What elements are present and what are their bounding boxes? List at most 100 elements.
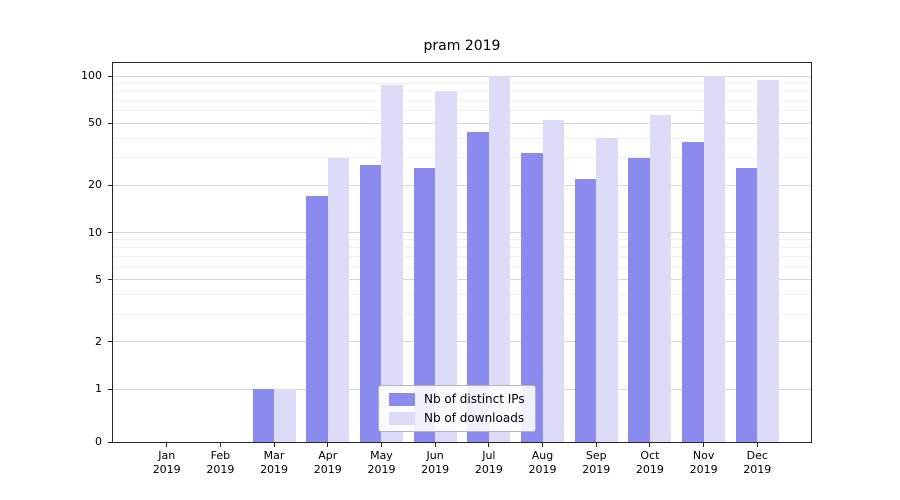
bar-downloads bbox=[381, 84, 403, 442]
x-tick-month: Aug bbox=[531, 449, 554, 462]
minor-gridline bbox=[113, 82, 811, 84]
legend-swatch-downloads bbox=[389, 411, 415, 425]
y-tick-label: 50 bbox=[88, 116, 102, 130]
y-tick-label: 5 bbox=[95, 272, 102, 286]
x-tick-month: Dec bbox=[746, 449, 768, 462]
bar-downloads bbox=[596, 138, 618, 442]
x-tick-year: 2019 bbox=[635, 463, 664, 476]
bar-distinct-ips bbox=[521, 153, 543, 442]
y-tick-label: 2 bbox=[95, 334, 102, 348]
minor-gridline bbox=[113, 266, 811, 268]
legend-label-downloads: Nb of downloads bbox=[424, 411, 525, 425]
x-tick-label: Aug 2019 bbox=[513, 449, 573, 477]
y-tick-label: 1 bbox=[95, 382, 102, 395]
x-tick-mark bbox=[327, 443, 329, 447]
bar-downloads bbox=[327, 157, 350, 442]
y-tick-mark bbox=[108, 184, 112, 186]
x-tick-year: 2019 bbox=[313, 463, 342, 476]
major-gridline bbox=[113, 341, 811, 343]
x-tick-label: Mar 2019 bbox=[244, 449, 304, 477]
minor-gridline bbox=[113, 137, 811, 139]
bar-distinct-ips bbox=[628, 157, 650, 442]
legend-item-downloads: Nb of downloads bbox=[389, 411, 525, 425]
x-tick-label: Nov 2019 bbox=[674, 449, 734, 477]
x-tick-label: Feb 2019 bbox=[190, 449, 250, 477]
major-gridline bbox=[113, 122, 811, 124]
bar-distinct-ips bbox=[359, 165, 382, 442]
x-tick-month: Mar bbox=[263, 449, 285, 462]
x-tick-label: Apr 2019 bbox=[298, 449, 358, 477]
x-tick-year: 2019 bbox=[367, 463, 396, 476]
y-tick-mark bbox=[108, 341, 112, 343]
x-tick-year: 2019 bbox=[582, 463, 611, 476]
x-tick-label: Sep 2019 bbox=[566, 449, 626, 477]
x-tick-month: Nov bbox=[692, 449, 715, 462]
x-tick-label: Jun 2019 bbox=[405, 449, 465, 477]
x-tick-mark bbox=[595, 443, 597, 447]
chart-title: pram 2019 bbox=[423, 38, 501, 54]
bar-distinct-ips bbox=[682, 141, 704, 442]
x-tick-mark bbox=[756, 443, 758, 447]
bar-downloads bbox=[649, 115, 672, 442]
x-tick-label: Oct 2019 bbox=[620, 449, 680, 477]
legend-item-distinct-ips: Nb of distinct IPs bbox=[389, 392, 525, 406]
minor-gridline bbox=[113, 110, 811, 112]
x-tick-month: Sep bbox=[585, 449, 607, 462]
x-tick-year: 2019 bbox=[474, 463, 503, 476]
major-gridline bbox=[113, 184, 811, 186]
bar-downloads bbox=[757, 79, 779, 442]
bar-distinct-ips bbox=[735, 167, 758, 442]
minor-gridline bbox=[113, 239, 811, 241]
x-tick-year: 2019 bbox=[689, 463, 718, 476]
bar-distinct-ips bbox=[252, 389, 275, 442]
x-tick-label: Jan 2019 bbox=[137, 449, 197, 477]
legend-label-distinct-ips: Nb of distinct IPs bbox=[424, 392, 525, 406]
bar-distinct-ips bbox=[306, 196, 328, 442]
minor-gridline bbox=[113, 157, 811, 159]
bar-downloads bbox=[542, 120, 564, 442]
x-tick-month: Feb bbox=[210, 449, 231, 462]
minor-gridline bbox=[113, 313, 811, 315]
minor-gridline bbox=[113, 90, 811, 92]
x-tick-mark bbox=[273, 443, 275, 447]
x-tick-mark bbox=[488, 443, 490, 447]
y-tick-label: 10 bbox=[88, 225, 102, 239]
legend: Nb of distinct IPs Nb of downloads bbox=[378, 385, 536, 432]
bar-distinct-ips bbox=[467, 131, 489, 442]
bar-downloads bbox=[703, 76, 726, 442]
x-tick-month: Jun bbox=[426, 449, 444, 462]
x-tick-mark bbox=[703, 443, 705, 447]
major-gridline bbox=[113, 279, 811, 281]
bar-distinct-ips bbox=[574, 178, 597, 442]
x-tick-mark bbox=[542, 443, 544, 447]
x-tick-month: Jul bbox=[482, 449, 496, 462]
x-tick-mark bbox=[380, 443, 382, 447]
x-tick-mark bbox=[219, 443, 221, 447]
x-tick-mark bbox=[434, 443, 436, 447]
bar-downloads bbox=[435, 91, 457, 442]
x-tick-month: Oct bbox=[640, 449, 660, 462]
x-tick-month: May bbox=[370, 449, 393, 462]
minor-gridline bbox=[113, 294, 811, 296]
x-tick-year: 2019 bbox=[206, 463, 235, 476]
y-tick-mark bbox=[108, 232, 112, 233]
x-tick-month: Apr bbox=[318, 449, 338, 462]
x-tick-label: May 2019 bbox=[351, 449, 411, 477]
minor-gridline bbox=[113, 99, 811, 101]
x-tick-label: Dec 2019 bbox=[727, 449, 787, 477]
major-gridline bbox=[113, 232, 811, 233]
y-tick-label: 0 bbox=[95, 435, 102, 448]
x-tick-mark bbox=[649, 443, 651, 447]
x-tick-year: 2019 bbox=[152, 463, 181, 476]
bar-downloads bbox=[488, 76, 511, 442]
y-tick-mark bbox=[108, 75, 112, 77]
minor-gridline bbox=[113, 256, 811, 258]
x-tick-year: 2019 bbox=[528, 463, 557, 476]
x-tick-month: Jan bbox=[158, 449, 176, 462]
y-tick-mark bbox=[108, 388, 112, 390]
x-tick-mark bbox=[166, 443, 168, 447]
x-tick-year: 2019 bbox=[260, 463, 289, 476]
y-tick-mark bbox=[108, 122, 112, 124]
minor-gridline bbox=[113, 247, 811, 249]
y-tick-label: 20 bbox=[88, 178, 102, 192]
